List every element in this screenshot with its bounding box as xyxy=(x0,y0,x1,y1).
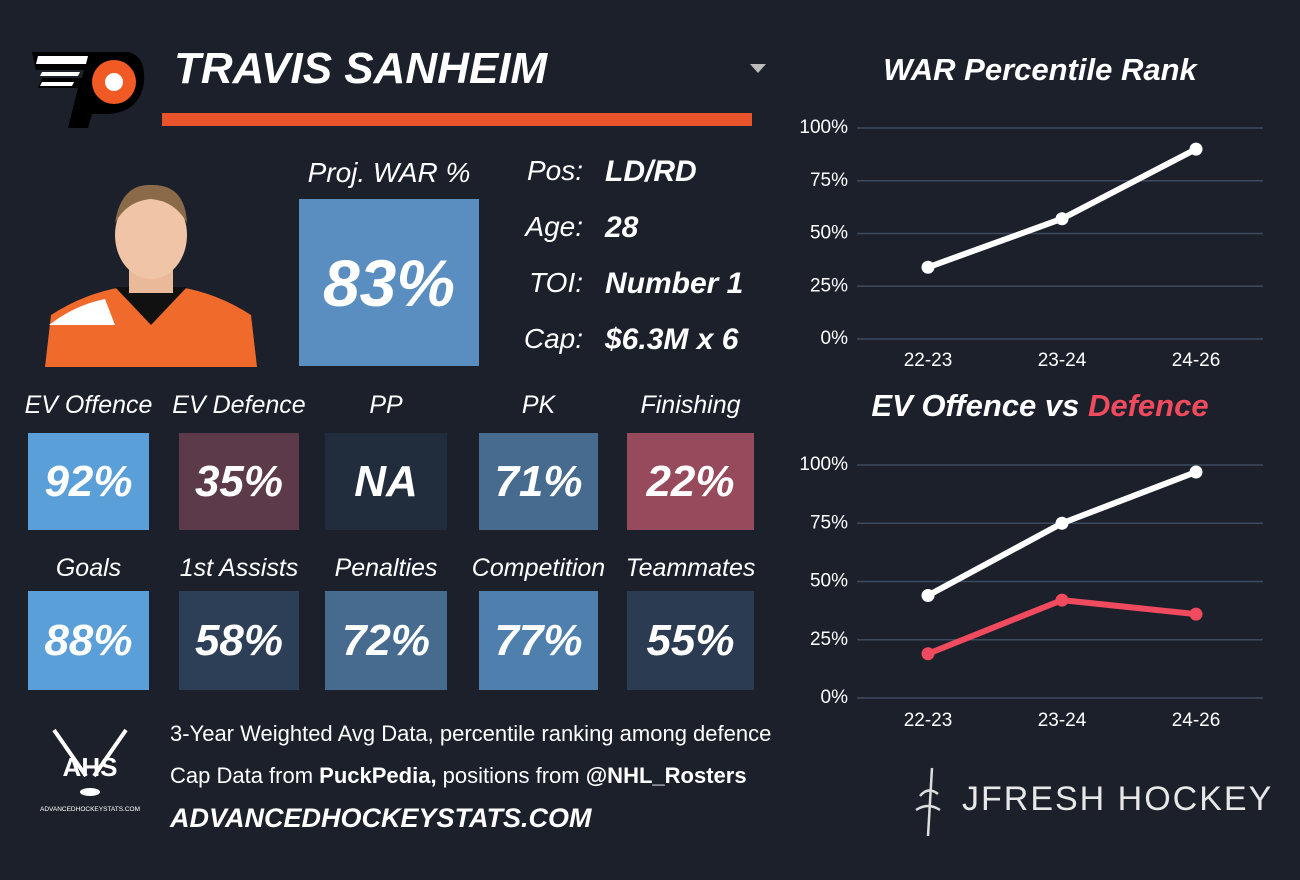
tile-label: 1st Assists xyxy=(179,554,299,582)
stat-tile: 55% xyxy=(627,591,754,690)
y-tick-label: 75% xyxy=(810,170,848,191)
player-name: TRAVIS SANHEIM xyxy=(174,44,548,93)
tile-label: Competition xyxy=(471,554,606,582)
stat-tile: 22% xyxy=(627,433,754,530)
y-tick-label: 100% xyxy=(799,454,848,475)
title-part: WAR Percentile Rank xyxy=(883,52,1198,87)
stat-tile: 77% xyxy=(479,591,598,690)
point xyxy=(1189,142,1203,156)
y-tick-label: 75% xyxy=(810,512,848,533)
point xyxy=(921,260,935,274)
team-logo xyxy=(32,52,145,128)
stat-tile: 35% xyxy=(179,433,299,530)
info-label: TOI: xyxy=(529,267,583,298)
stat-tile: 71% xyxy=(479,433,598,530)
point xyxy=(921,647,935,661)
y-tick-label: 50% xyxy=(810,571,848,592)
x-tick-label: 22-23 xyxy=(904,350,953,371)
stat-tile: 88% xyxy=(28,591,149,690)
y-tick-label: 25% xyxy=(810,275,848,296)
series-line xyxy=(926,469,1198,599)
brand-logo xyxy=(915,767,941,837)
ahs-url: ADVANCEDHOCKEYSTATS.COM xyxy=(40,806,140,813)
tile-label: EV Defence xyxy=(172,391,306,419)
point xyxy=(1055,212,1069,226)
y-tick-label: 50% xyxy=(810,223,848,244)
footer-text: Cap Data from xyxy=(170,763,320,788)
footer-text: positions from xyxy=(436,763,586,788)
title-part: Defence xyxy=(1088,388,1209,423)
x-tick-label: 22-23 xyxy=(904,710,953,731)
series-line xyxy=(926,146,1198,271)
point xyxy=(1055,516,1069,530)
info-value: LD/RD xyxy=(605,155,697,188)
footer-source: PuckPedia, xyxy=(319,763,437,788)
tile-label: Finishing xyxy=(640,391,741,419)
tile-label: PK xyxy=(521,391,556,419)
footer-line: 3-Year Weighted Avg Data, percentile ran… xyxy=(170,721,772,746)
footer-source: @NHL_Rosters xyxy=(585,763,747,788)
y-tick-label: 0% xyxy=(821,328,849,349)
y-tick-label: 100% xyxy=(799,117,848,138)
tile-label: Teammates xyxy=(625,554,756,582)
stat-tile: 92% xyxy=(28,433,149,530)
info-label: Age: xyxy=(525,211,583,242)
info-value: 28 xyxy=(605,211,639,244)
point xyxy=(1189,465,1203,479)
point xyxy=(1189,607,1203,621)
info-label: Cap: xyxy=(523,323,583,354)
chart-title: EV Offence vs Defence xyxy=(871,388,1208,423)
info-label: Pos: xyxy=(526,155,583,186)
player-photo xyxy=(45,184,257,367)
footer-line: Cap Data from PuckPedia, positions from … xyxy=(170,763,747,789)
point xyxy=(1055,593,1069,607)
ahs-logo-text: AHS xyxy=(63,752,118,782)
projection-label: Proj. WAR % xyxy=(307,157,471,188)
point xyxy=(921,588,935,602)
stat-tile: 72% xyxy=(325,591,447,690)
x-tick-label: 23-24 xyxy=(1038,710,1087,731)
stat-tile: NA xyxy=(325,433,447,530)
series-line xyxy=(926,597,1197,657)
y-tick-label: 25% xyxy=(810,629,848,650)
stat-tile: 58% xyxy=(179,591,299,690)
info-value: Number 1 xyxy=(605,267,744,300)
projection-tile: 83% xyxy=(299,199,479,366)
dropdown-arrow[interactable] xyxy=(750,64,766,74)
y-tick-label: 0% xyxy=(821,687,849,708)
info-value: $6.3M x 6 xyxy=(605,323,739,356)
chart-title: WAR Percentile Rank xyxy=(883,52,1198,87)
x-tick-label: 24-26 xyxy=(1172,350,1221,371)
brand-name: JFRESH HOCKEY xyxy=(962,780,1274,818)
ahs-logo: AHS ADVANCEDHOCKEYSTATS.COM xyxy=(40,728,140,813)
footer-url: ADVANCEDHOCKEYSTATS.COM xyxy=(170,803,592,833)
x-tick-label: 24-26 xyxy=(1172,710,1221,731)
tile-label: PP xyxy=(369,391,403,419)
tile-label: Goals xyxy=(55,554,122,582)
title-part: EV Offence vs xyxy=(871,388,1079,423)
tile-label: EV Offence xyxy=(24,391,153,419)
tile-label: Penalties xyxy=(334,554,438,582)
x-tick-label: 23-24 xyxy=(1038,350,1087,371)
name-underline xyxy=(162,113,752,126)
